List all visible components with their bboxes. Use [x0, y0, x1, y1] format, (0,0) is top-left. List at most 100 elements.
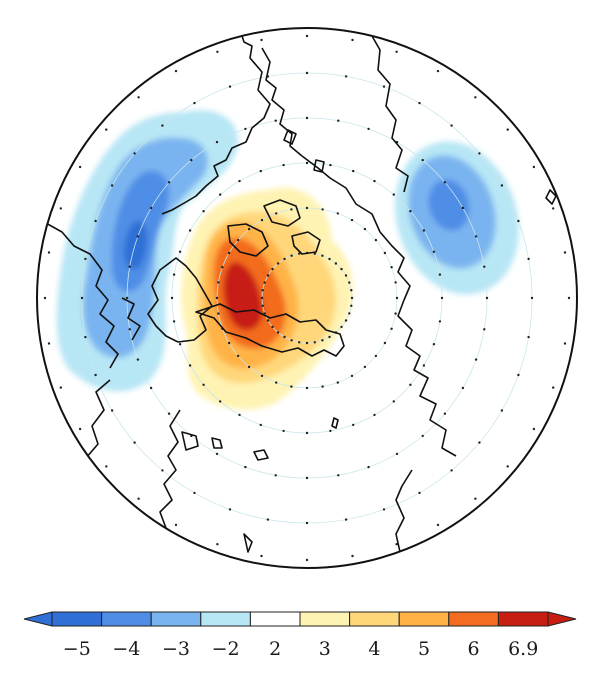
- graticule-dot: [409, 210, 412, 213]
- graticule-dot: [305, 476, 309, 480]
- colorbar-cell: [150, 611, 202, 627]
- coastline-eurasia-west: [161, 29, 271, 215]
- graticule-dot: [438, 273, 442, 276]
- graticule-dot: [395, 543, 398, 546]
- graticule-dot: [421, 158, 424, 162]
- coastline-norway: [261, 47, 303, 157]
- graticule-dot: [348, 312, 351, 315]
- graticule-dot: [188, 364, 192, 367]
- graticule-dot: [271, 325, 274, 329]
- graticule-dot: [483, 265, 486, 268]
- graticule-dot: [450, 124, 453, 127]
- graticule-dot: [128, 328, 131, 331]
- graticule-dot: [392, 193, 395, 196]
- colorbar-cells: [23, 611, 577, 627]
- graticule-dot: [383, 341, 387, 345]
- dotted-graticule: [43, 34, 571, 562]
- graticule-dot: [261, 289, 264, 292]
- colorbar-cell: [200, 611, 251, 627]
- graticule-dot: [483, 328, 486, 331]
- graticule-dot: [383, 251, 387, 255]
- graticule-dot: [216, 543, 219, 546]
- graticule-dot: [567, 296, 571, 300]
- graticule-dot: [47, 342, 51, 345]
- graticule-dot: [337, 474, 340, 477]
- coastline-franz-josef: [291, 231, 321, 255]
- graticule-dot: [305, 341, 309, 345]
- graticule-dot: [78, 427, 82, 431]
- graticule-dot: [128, 265, 131, 268]
- graticule-dot: [382, 85, 386, 88]
- graticule-dot: [161, 469, 164, 472]
- graticule-dot: [260, 374, 264, 378]
- graticule-dot: [348, 281, 351, 284]
- graticule-dot: [190, 158, 193, 162]
- graticule-dot: [247, 365, 251, 369]
- graticule-dot: [532, 427, 536, 431]
- graticule-dot: [340, 325, 343, 329]
- anomaly-field: [43, 29, 571, 562]
- coastline-small-island-1: [211, 437, 223, 449]
- graticule-dot: [247, 227, 251, 231]
- graticule-dot: [137, 497, 140, 500]
- graticule-dot: [552, 207, 555, 210]
- colorbar-tick-label: 6.9: [508, 638, 539, 660]
- graticule-dot: [170, 296, 174, 300]
- graticule-dot: [478, 152, 481, 155]
- graticule-dot: [552, 386, 555, 389]
- graticule-dot: [178, 343, 182, 346]
- coastline-alaska: [397, 299, 457, 457]
- graticule-dot: [474, 235, 478, 238]
- graticule-dot: [436, 523, 440, 527]
- graticule-dot: [344, 274, 348, 277]
- graticule-dot: [298, 341, 301, 344]
- graticule-dot: [344, 319, 348, 322]
- graticule-dot: [174, 523, 178, 527]
- graticule-dot: [350, 289, 353, 292]
- graticule-dot: [321, 339, 324, 342]
- graticule-dot: [105, 465, 108, 468]
- graticule-dot: [133, 441, 136, 444]
- graticule-dot: [260, 218, 264, 222]
- graticule-dot: [461, 386, 465, 390]
- graticule-dot: [530, 296, 534, 300]
- graticule-dot: [282, 163, 285, 167]
- graticule-dot: [84, 335, 87, 339]
- graticule-dot: [421, 434, 424, 438]
- colorbar-cell: [448, 611, 499, 627]
- graticule-dot: [274, 474, 277, 477]
- graticule-dot: [110, 409, 114, 412]
- coastline-small-island-5: [243, 533, 253, 553]
- coastline-hudson-islands: [181, 431, 199, 451]
- graticule-dot: [236, 238, 240, 242]
- graticule-dot: [266, 518, 270, 521]
- graticule-dot: [125, 296, 129, 300]
- coastline-small-island-6: [283, 129, 297, 145]
- colorbar-tick-label: 5: [417, 638, 431, 660]
- graticule-dot: [228, 508, 232, 511]
- graticule-dot: [390, 266, 393, 269]
- graticule-dot: [188, 229, 192, 232]
- graticule-dot: [274, 119, 277, 122]
- graticule-dot: [474, 96, 477, 99]
- graticule-dot: [527, 335, 530, 339]
- graticule-dot: [244, 465, 247, 469]
- graticule-dot: [59, 386, 62, 389]
- coastline-small-island-3: [331, 417, 339, 429]
- graticule-dot: [352, 423, 355, 427]
- colorbar-tick-label: −5: [62, 638, 91, 660]
- colorbar-tick-label: −4: [112, 638, 141, 660]
- graticule-dot: [517, 373, 520, 377]
- coastline-canadian-archipelago: [195, 303, 345, 357]
- graticule-dot: [374, 238, 378, 242]
- graticule-dot: [474, 358, 478, 361]
- graticule-dot: [133, 152, 136, 155]
- graticule-dot: [506, 128, 509, 131]
- graticule-dot: [78, 165, 82, 169]
- graticule-dot: [136, 358, 140, 361]
- graticule-dot: [271, 267, 274, 271]
- colorbar-extend-high: [547, 611, 577, 627]
- graticule-dot: [216, 50, 219, 53]
- graticule-dot: [275, 381, 278, 384]
